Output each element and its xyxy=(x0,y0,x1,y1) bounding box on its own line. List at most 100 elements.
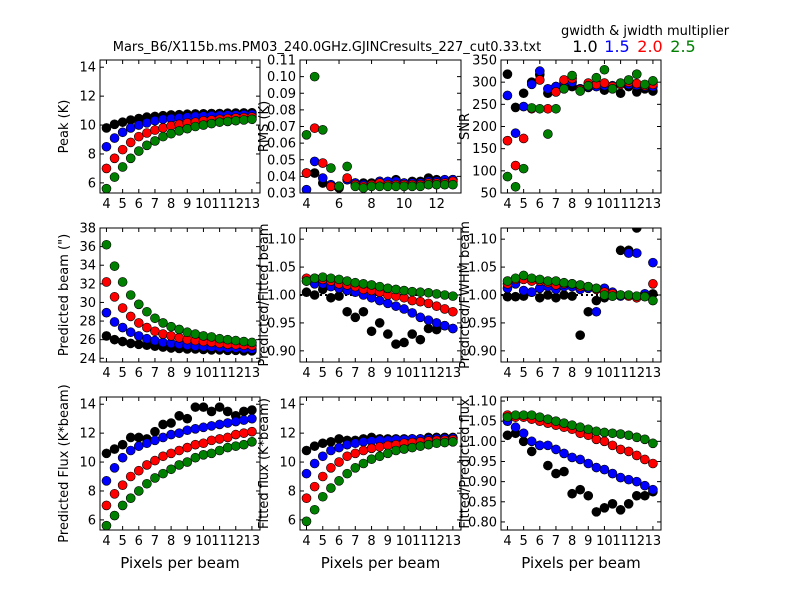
data-point xyxy=(583,490,594,501)
x-tick-label: 11 xyxy=(211,534,228,549)
markers xyxy=(502,410,658,517)
data-point xyxy=(125,493,136,503)
x-tick-label: 8 xyxy=(167,366,175,381)
data-point xyxy=(615,444,626,455)
data-point xyxy=(125,115,136,125)
data-point xyxy=(623,290,634,300)
data-point xyxy=(239,115,249,125)
y-tick-label: 10 xyxy=(79,456,96,471)
data-point xyxy=(309,481,320,492)
y-tick-label: 0.90 xyxy=(267,344,296,359)
data-point xyxy=(374,181,385,192)
data-point xyxy=(109,133,120,143)
y-tick-label: 1.05 xyxy=(468,261,497,276)
x-axis-label: Pixels per beam xyxy=(120,554,240,572)
data-point xyxy=(222,432,233,443)
data-point xyxy=(222,406,233,417)
x-tick-label: 5 xyxy=(519,534,527,549)
data-point xyxy=(631,476,642,487)
data-point xyxy=(142,460,152,470)
y-tick-label: 8 xyxy=(288,484,296,499)
y-tick-label: 1.10 xyxy=(468,233,497,248)
x-tick-label: 10 xyxy=(596,197,613,212)
data-point xyxy=(214,117,225,127)
data-point xyxy=(623,430,634,441)
data-point xyxy=(415,296,426,307)
data-point xyxy=(559,75,569,85)
data-point xyxy=(117,452,128,463)
x-tick-label: 4 xyxy=(302,366,310,381)
data-point xyxy=(366,280,377,290)
data-point xyxy=(182,442,193,453)
data-point xyxy=(399,337,409,348)
data-point xyxy=(374,281,385,292)
legend-label-3: 2.0 xyxy=(637,37,662,56)
data-point xyxy=(230,416,241,427)
data-point xyxy=(551,444,561,455)
data-point xyxy=(317,272,328,282)
x-tick-label: 4 xyxy=(503,366,511,381)
data-point xyxy=(309,504,320,515)
data-point xyxy=(518,270,529,281)
y-tick-label: 14 xyxy=(279,398,296,413)
x-tick-label: 12 xyxy=(428,534,445,549)
data-point xyxy=(101,277,112,287)
y-tick-label: 12 xyxy=(79,90,96,105)
y-tick-label: 0.03 xyxy=(267,187,296,202)
data-point xyxy=(551,468,561,479)
data-point xyxy=(551,416,561,426)
data-point xyxy=(222,116,233,127)
y-tick-label: 100 xyxy=(472,164,497,179)
data-point xyxy=(109,510,120,521)
data-point xyxy=(366,443,377,454)
data-point xyxy=(567,488,577,499)
data-point xyxy=(301,445,312,456)
y-tick-label: 14 xyxy=(79,61,96,76)
data-point xyxy=(640,490,650,501)
data-point xyxy=(166,418,176,428)
data-point xyxy=(599,503,610,513)
data-point xyxy=(423,315,434,325)
data-point xyxy=(543,103,553,114)
data-point xyxy=(309,273,320,284)
data-point xyxy=(399,285,409,296)
data-point xyxy=(559,290,569,300)
subplot-2: 0.03 0.04 0.050.06 0.07 0.080.09 0.100.11 4 6 8 1… xyxy=(257,54,462,212)
data-point xyxy=(214,333,225,344)
data-point xyxy=(158,451,168,462)
data-point xyxy=(551,292,561,303)
legend-label-4: 2.5 xyxy=(670,37,695,56)
x-tick-label: 9 xyxy=(584,366,592,381)
data-point xyxy=(648,484,658,495)
data-point xyxy=(301,287,312,298)
data-point xyxy=(383,283,393,294)
x-axis-label: Pixels per beam xyxy=(521,554,641,572)
x-tick-label: 13 xyxy=(445,366,462,381)
figure-title: Mars_B6/X115b.ms.PM03_240.0GHz.GJINCresu… xyxy=(113,40,542,55)
data-point xyxy=(583,458,594,469)
data-point xyxy=(631,228,642,233)
data-point xyxy=(551,87,561,97)
y-tick-label: 8 xyxy=(88,484,96,499)
data-point xyxy=(415,312,426,323)
data-point xyxy=(591,72,602,83)
data-point xyxy=(623,248,634,258)
data-point xyxy=(559,277,569,288)
data-point xyxy=(142,478,152,489)
y-axis-label: SNR xyxy=(458,113,473,140)
y-tick-label: 300 xyxy=(472,76,497,91)
y-axis-label: Predicted/FWHM beam xyxy=(458,221,473,369)
data-point xyxy=(158,432,168,443)
data-point xyxy=(247,413,257,424)
y-tick-label: 1.10 xyxy=(468,395,497,410)
data-point xyxy=(109,334,120,345)
x-tick-label: 11 xyxy=(412,366,429,381)
data-point xyxy=(109,119,120,130)
markers xyxy=(502,228,658,341)
data-point xyxy=(615,245,626,256)
x-tick-label: 12 xyxy=(628,366,645,381)
data-point xyxy=(502,430,513,441)
data-point xyxy=(543,440,553,451)
data-point xyxy=(526,436,537,447)
